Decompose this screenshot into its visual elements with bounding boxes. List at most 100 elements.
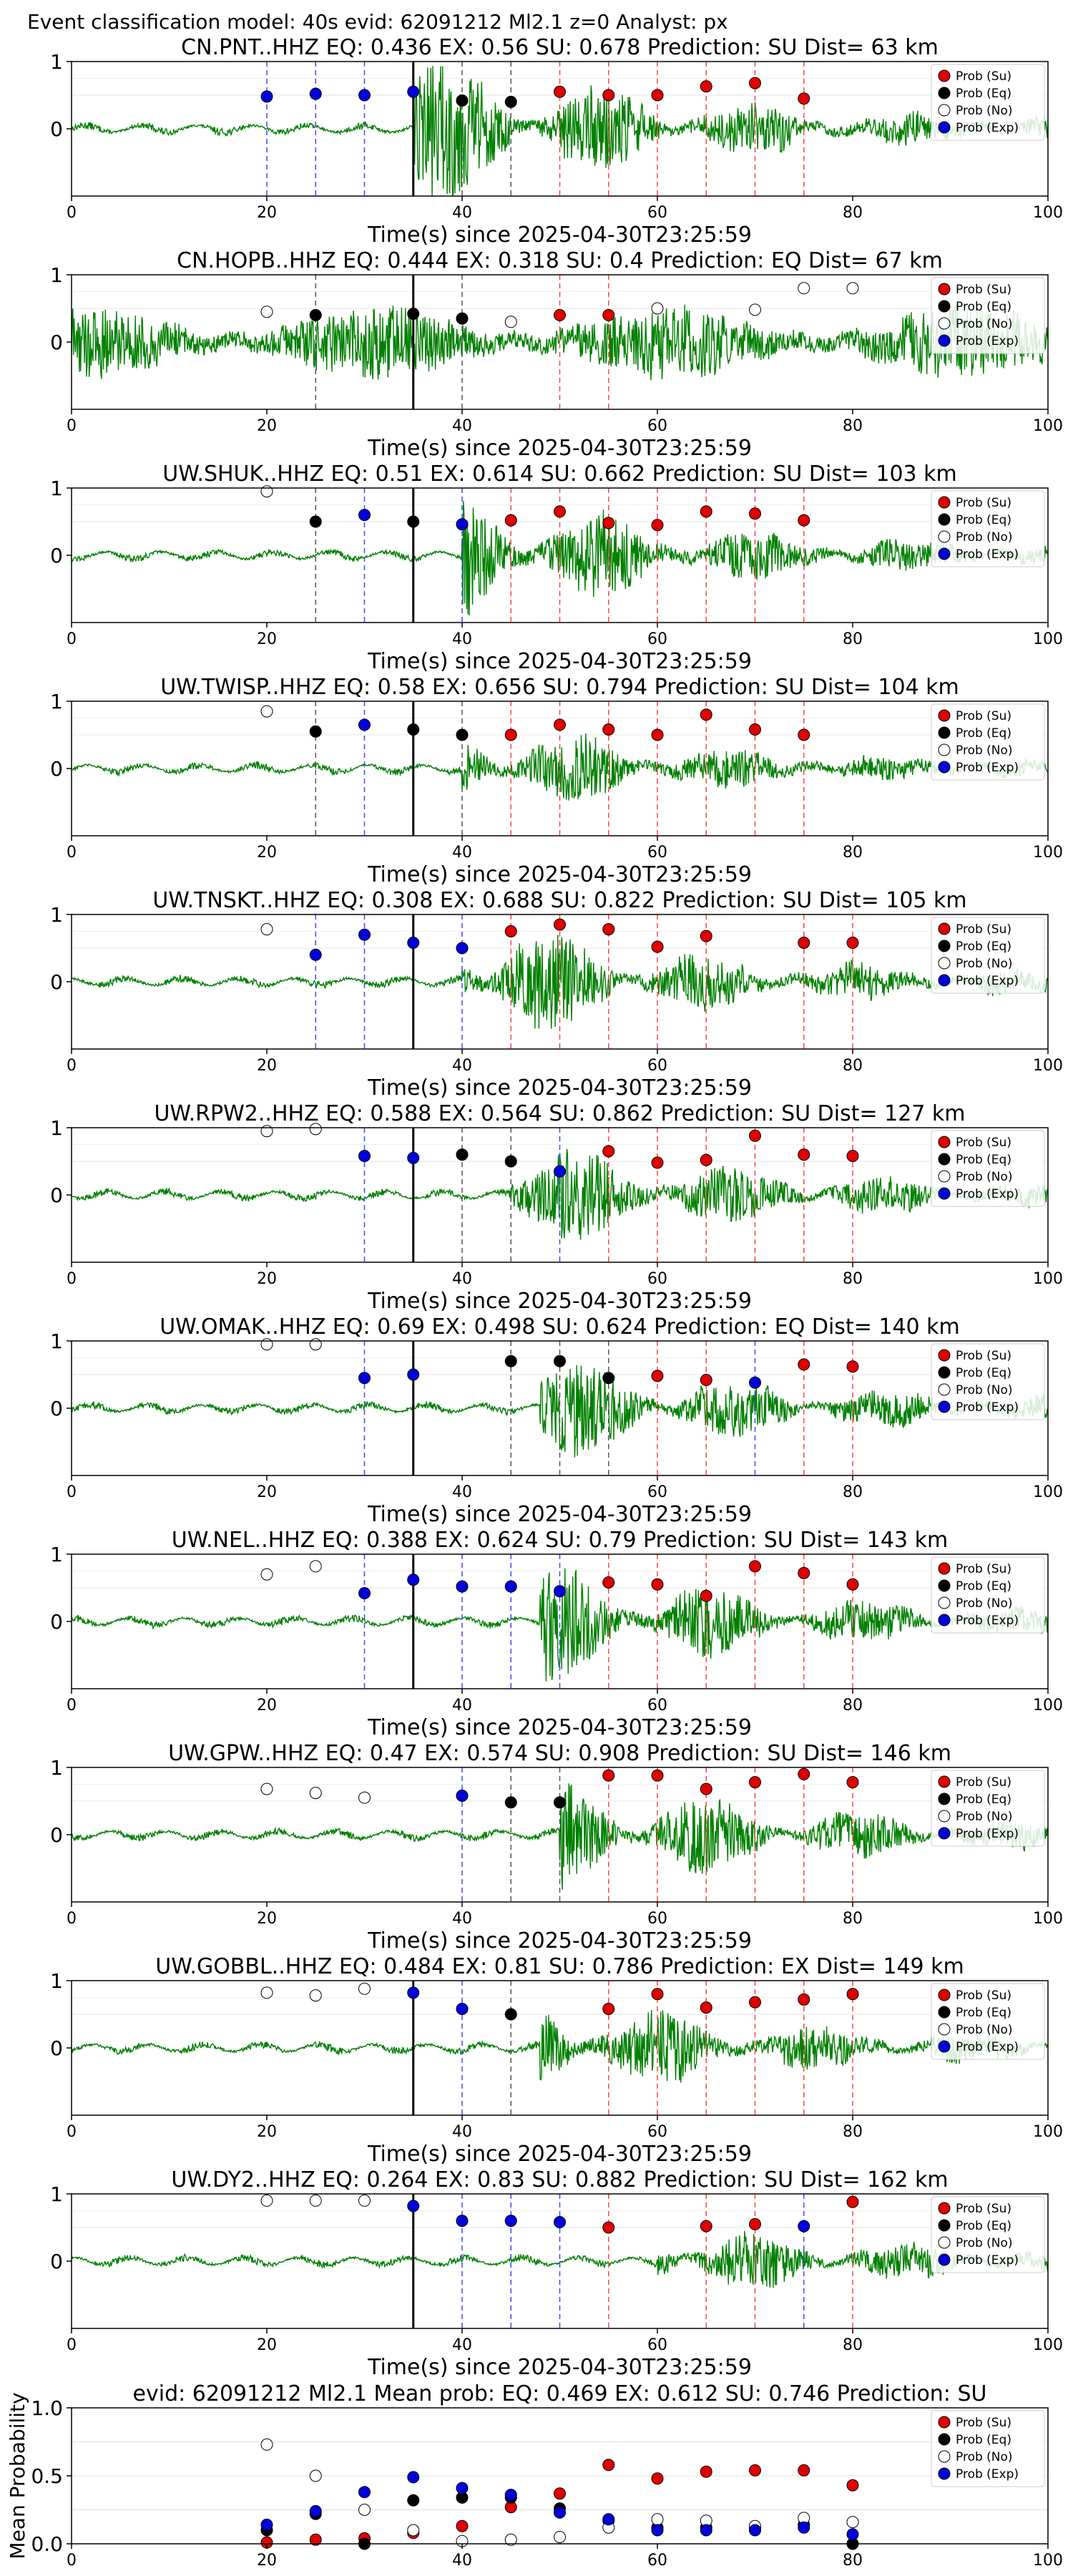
mean-marker-no (309, 2469, 322, 2482)
prob-marker-exp (407, 1151, 420, 1164)
legend-label-eq: Prob (Eq) (956, 1579, 1011, 1594)
legend-marker-exp (938, 547, 951, 560)
legend-marker-eq (938, 1153, 951, 1166)
legend-marker-no (938, 2023, 951, 2036)
prob-marker-su (504, 514, 517, 527)
x-axis-label: Time(s) since 2025-04-30T23:25:59 (367, 436, 752, 461)
legend-label-eq: Prob (Eq) (956, 300, 1011, 314)
prob-marker-su (846, 936, 859, 949)
mean-marker-exp (700, 2524, 712, 2537)
legend-label-eq: Prob (Eq) (956, 87, 1011, 101)
x-tick-label: 0 (67, 417, 77, 435)
panel-7: UW.OMAK..HHZ EQ: 0.69 EX: 0.498 SU: 0.62… (50, 1314, 1063, 1527)
legend-marker-exp (938, 334, 951, 347)
prob-marker-su (700, 1374, 712, 1387)
prob-marker-su (651, 89, 664, 102)
legend: Prob (Su) Prob (Eq) Prob (No) Prob (Exp) (931, 2196, 1045, 2273)
y-tick-label: 0 (50, 970, 63, 994)
x-tick-label: 100 (1033, 1057, 1063, 1075)
x-tick-label: 100 (1033, 2336, 1063, 2354)
prob-marker-eq (407, 515, 420, 528)
prob-marker-exp (260, 90, 273, 103)
x-tick-label: 100 (1033, 204, 1063, 222)
legend-marker-no (938, 1170, 951, 1183)
panel-4: UW.TWISP..HHZ EQ: 0.58 EX: 0.656 SU: 0.7… (50, 675, 1063, 887)
prob-marker-exp (798, 2220, 810, 2233)
x-tick-label: 20 (257, 417, 277, 435)
prob-marker-su (651, 1156, 664, 1169)
prob-marker-eq (456, 728, 469, 741)
panel-12: evid: 62091212 Ml2.1 Mean prob: EQ: 0.46… (6, 2381, 1063, 2570)
prob-marker-eq (309, 725, 322, 738)
legend-label-su: Prob (Su) (956, 2416, 1011, 2430)
legend-label-exp: Prob (Exp) (956, 2253, 1019, 2268)
legend-label-su: Prob (Su) (956, 709, 1011, 723)
x-axis-label: Time(s) since 2025-04-30T23:25:59 (367, 1502, 752, 1527)
legend-label-no: Prob (No) (956, 317, 1013, 331)
prob-marker-su (651, 1578, 664, 1591)
panel-2: CN.HOPB..HHZ EQ: 0.444 EX: 0.318 SU: 0.4… (50, 248, 1063, 461)
legend-marker-no (938, 1810, 951, 1823)
legend-label-eq: Prob (Eq) (956, 1366, 1011, 1380)
y-tick-label: 1 (50, 2182, 63, 2206)
x-axis-label: Time(s) since 2025-04-30T23:25:59 (367, 1715, 752, 1740)
prob-marker-su (554, 718, 566, 731)
legend-frame (931, 2196, 1045, 2273)
prob-marker-su (554, 308, 566, 321)
prob-marker-exp (309, 948, 322, 961)
legend-label-exp: Prob (Exp) (956, 1827, 1019, 1841)
y-tick-label: 0 (50, 544, 63, 567)
waveform-trace (72, 66, 1048, 196)
prob-marker-su (554, 85, 566, 98)
prob-marker-su (602, 517, 615, 530)
y-axis-label: Mean Probability (6, 2392, 29, 2559)
x-tick-label: 100 (1033, 1697, 1063, 1714)
x-tick-label: 40 (452, 204, 472, 222)
y-tick-label: 0 (50, 2036, 63, 2060)
legend-marker-no (938, 1383, 951, 1396)
x-axis-label: Time(s) since 2025-04-30T23:25:59 (367, 1075, 752, 1101)
legend-frame (931, 703, 1045, 781)
x-tick-label: 0 (67, 204, 77, 222)
legend-marker-su (938, 283, 951, 296)
prob-marker-exp (504, 1580, 517, 1593)
legend-label-exp: Prob (Exp) (956, 1400, 1019, 1415)
prob-marker-exp (358, 1372, 371, 1385)
prob-marker-eq (456, 94, 469, 107)
legend: Prob (Su) Prob (Eq) Prob (No) Prob (Exp) (931, 703, 1045, 781)
y-tick-label: 0.5 (31, 2464, 63, 2488)
x-tick-label: 40 (452, 1270, 472, 1288)
panels-container: CN.PNT..HHZ EQ: 0.436 EX: 0.56 SU: 0.678… (6, 35, 1063, 2570)
panel-title: UW.RPW2..HHZ EQ: 0.588 EX: 0.564 SU: 0.8… (154, 1101, 965, 1126)
x-tick-label: 100 (1033, 1483, 1063, 1501)
legend-label-eq: Prob (Eq) (956, 513, 1011, 527)
legend-label-no: Prob (No) (956, 530, 1013, 545)
x-tick-label: 80 (843, 204, 863, 222)
prob-marker-no (504, 316, 517, 328)
legend-marker-su (938, 2202, 951, 2215)
x-tick-label: 80 (843, 1483, 863, 1501)
x-tick-label: 60 (647, 844, 667, 862)
panel-10: UW.GOBBL..HHZ EQ: 0.484 EX: 0.81 SU: 0.7… (50, 1954, 1063, 2167)
legend-label-eq: Prob (Eq) (956, 2219, 1011, 2233)
panel-title: UW.OMAK..HHZ EQ: 0.69 EX: 0.498 SU: 0.62… (160, 1314, 960, 1340)
y-tick-label: 0 (50, 117, 63, 141)
y-tick-label: 0 (50, 1823, 63, 1847)
mean-marker-exp (309, 2504, 322, 2517)
y-tick-label: 1 (50, 1330, 63, 1353)
x-axis-label: Time(s) since 2025-04-30T23:25:59 (367, 2142, 752, 2167)
prob-marker-exp (504, 2215, 517, 2228)
legend: Prob (Su) Prob (Eq) Prob (No) Prob (Exp) (931, 1983, 1045, 2060)
legend-marker-no (938, 104, 951, 117)
legend-marker-exp (938, 761, 951, 774)
prob-marker-su (749, 1776, 761, 1789)
legend-label-no: Prob (No) (956, 1810, 1013, 1824)
prob-marker-su (846, 2195, 859, 2208)
prob-marker-su (798, 1566, 810, 1579)
mean-marker-exp (358, 2486, 371, 2499)
prob-marker-exp (358, 1587, 371, 1600)
x-tick-label: 80 (843, 844, 863, 862)
prob-marker-su (749, 723, 761, 736)
prob-marker-exp (358, 718, 371, 731)
prob-marker-su (602, 723, 615, 736)
